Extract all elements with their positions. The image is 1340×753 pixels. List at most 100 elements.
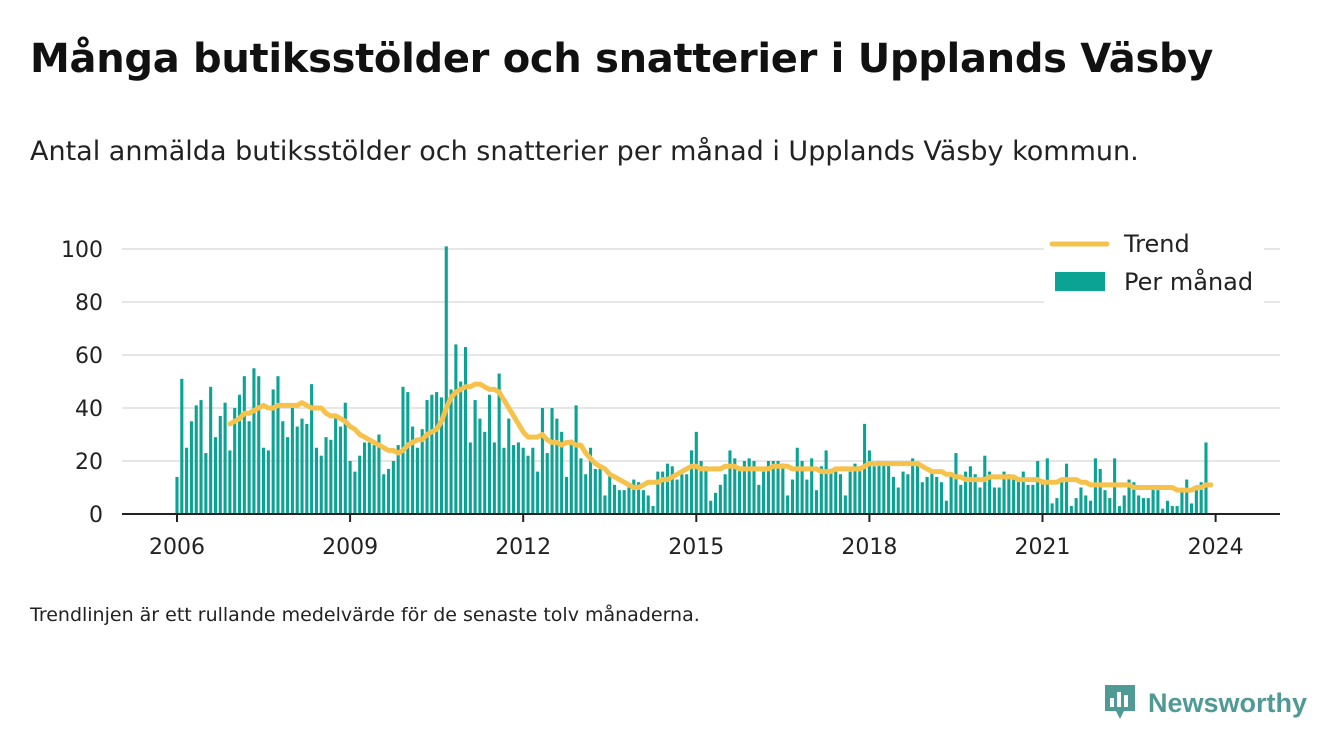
bar [1199,482,1203,514]
bar [237,394,242,514]
bar [492,442,496,514]
bar [507,418,511,514]
bar [1127,479,1131,514]
bar [839,474,843,514]
bar [776,461,780,514]
bar [877,461,881,514]
bar [1141,498,1146,514]
bar [218,415,222,514]
bar [228,450,232,514]
bar [1021,471,1025,514]
bar [920,482,924,514]
bar [372,445,376,514]
x-tick-label: 2015 [668,535,724,560]
bar [1016,479,1021,514]
bar [512,445,516,514]
chart: 0 20 40 60 80 100 2006 2009 2012 2015 2018 2021 202… [61,225,1280,560]
bar [738,468,742,514]
bar [564,476,569,514]
bar [213,437,218,514]
bars [175,246,1208,514]
bar [1098,468,1102,514]
bar [992,487,996,514]
bar [545,453,549,514]
bar [584,474,588,514]
bar [911,458,915,514]
bar [305,423,309,514]
bar [1146,498,1150,514]
bar [521,447,525,514]
bar [713,492,718,514]
bar [757,484,761,514]
bar [1137,495,1141,514]
legend: Trend Per månad [1044,225,1264,305]
bar [1117,506,1121,514]
bar [526,455,530,514]
bar [463,347,468,514]
bar [939,482,944,514]
bar [1132,482,1136,514]
bar [444,246,448,514]
bar [858,466,862,514]
bar [689,450,694,514]
bar [204,453,208,514]
bar [189,421,193,514]
bar [790,479,795,514]
bar [1170,506,1174,514]
bar [382,474,386,514]
bar [415,447,419,514]
y-tick-label: 80 [75,291,103,316]
bar [978,487,982,514]
bar [314,447,318,514]
bar [632,479,636,514]
bar [935,476,939,514]
legend-bar-label: Per månad [1124,267,1253,296]
bar [338,426,343,514]
bar [391,461,395,514]
bar [276,376,280,514]
bar [675,479,679,514]
bar [1031,484,1035,514]
bar [478,418,482,514]
bar [930,471,934,514]
bar [718,484,722,514]
bar [680,474,684,514]
bar [848,471,852,514]
bar [964,471,968,514]
bar [622,490,626,514]
x-tick-label: 2009 [322,535,378,560]
bar [814,490,819,514]
bar [617,490,621,514]
bar [819,466,823,514]
bar [300,418,304,514]
bar [747,458,751,514]
bar [834,471,838,514]
bar [502,447,506,514]
bar [348,461,352,514]
bar [752,461,756,514]
trend-line [227,381,1214,493]
bar [915,463,920,514]
bar [180,378,184,514]
bar [1180,490,1184,514]
bar [310,384,314,514]
x-axis: 2006 2009 2012 2015 2018 2021 2024 [122,513,1280,560]
bar [487,394,492,514]
bar [1161,508,1165,514]
bar [665,463,669,514]
bar [704,466,708,514]
bar [1064,463,1069,514]
bar [1055,498,1059,514]
bar [694,431,698,514]
bar [699,461,703,514]
bar [343,402,347,514]
bar [324,437,328,514]
bar [603,495,607,514]
bar [925,476,929,514]
bar [540,408,544,514]
y-tick-label: 0 [89,503,103,528]
bar [1156,490,1160,514]
bar [1185,479,1189,514]
bar [574,405,578,514]
bar [1103,490,1107,514]
